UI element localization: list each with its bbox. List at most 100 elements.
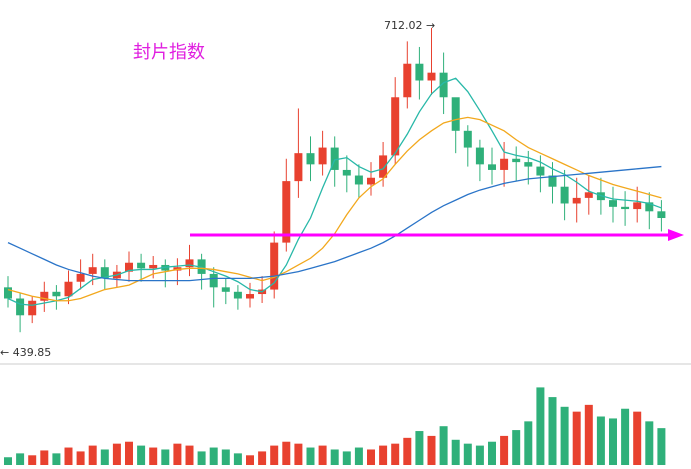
volume-bar [512,430,521,465]
volume-bar [185,445,194,465]
candle-body [572,197,581,204]
high-annotation: 712.02 → [384,19,435,32]
volume-bar [451,439,460,465]
candle-body [463,130,472,148]
volume-bar [621,408,630,465]
volume-bar [52,453,61,465]
candle-body [367,177,375,185]
volume-bar [40,450,49,465]
volume-bar [439,426,448,465]
candle-body [403,63,412,98]
candle-body [76,273,85,282]
candle-body [500,158,509,170]
volume-bar [318,445,327,465]
volume-bar [306,447,315,465]
volume-bar [548,397,557,465]
volume-bar [76,451,85,465]
candle-body [475,147,484,165]
candle-body [633,202,642,210]
volume-bar [560,406,569,465]
volume-bar [657,428,666,465]
candle-body [4,287,12,299]
volume-bar [4,457,12,465]
candle-body [524,162,533,167]
candle-body [330,147,339,170]
low-annotation: ← 439.85 [0,346,51,359]
volume-bar [572,411,581,465]
volume-bar [584,404,593,465]
volume-bar [282,441,291,465]
candle-body [391,97,400,156]
volume-bar [28,455,37,465]
support-arrow [668,229,684,241]
candle-body [221,287,230,292]
volume-bar [427,435,436,465]
volume-bar [161,449,170,465]
candle-body [379,155,388,178]
candle-body [318,147,327,165]
candle-body [28,300,37,316]
candle-body [548,175,557,187]
candle-body [137,262,146,269]
volume-bar [463,443,472,465]
volume-bar [633,411,642,465]
volume-bar [88,445,97,465]
candle-body [536,166,545,176]
volume-bar [367,449,375,465]
candle-body [657,211,666,219]
candle-body [645,202,654,212]
volume-bar [475,445,484,465]
moving-average-line [7,77,662,306]
candle-body [512,158,521,163]
candle-body [270,242,279,290]
volume-bar [609,418,617,465]
chart-title: 封片指数 [133,42,205,63]
candle-body [88,267,97,274]
candle-body [439,72,448,98]
volume-bar [233,453,242,465]
volume-bar [221,449,230,465]
candle-body [354,175,363,185]
candle-body [185,259,194,268]
candle-body [100,267,109,279]
volume-bar [536,387,545,465]
candle-body [488,164,496,170]
volume-bar [645,421,654,465]
volume-bar [258,451,267,465]
candle-body [306,153,315,165]
volume-bar [149,447,158,465]
volume-bar [209,447,218,465]
candle-body [451,97,460,131]
candle-body [427,72,436,81]
candle-body [52,291,61,297]
candle-body [40,291,49,301]
candle-body [415,63,424,81]
volume-bar [137,445,146,465]
volume-bar [500,435,509,465]
candle-body [209,273,218,288]
marks [4,27,666,465]
volume-bar [270,445,279,465]
candle-body [294,153,303,182]
volume-bar [112,443,121,465]
candle-body [246,294,254,299]
volume-bar [125,441,133,465]
volume-bar [100,449,109,465]
moving-average-line [7,165,662,282]
volume-bar [173,443,182,465]
volume-bar [342,451,351,465]
candle-body [621,206,630,210]
volume-bar [391,443,400,465]
candle-body [560,186,569,204]
volume-bar [16,453,25,465]
volume-bar [415,431,424,465]
candle-body [282,181,291,243]
volume-bar [64,447,73,465]
volume-bar [246,455,254,465]
volume-bar [197,451,206,465]
candle-body [609,200,617,207]
volume-bar [330,449,339,465]
volume-bar [524,421,533,465]
